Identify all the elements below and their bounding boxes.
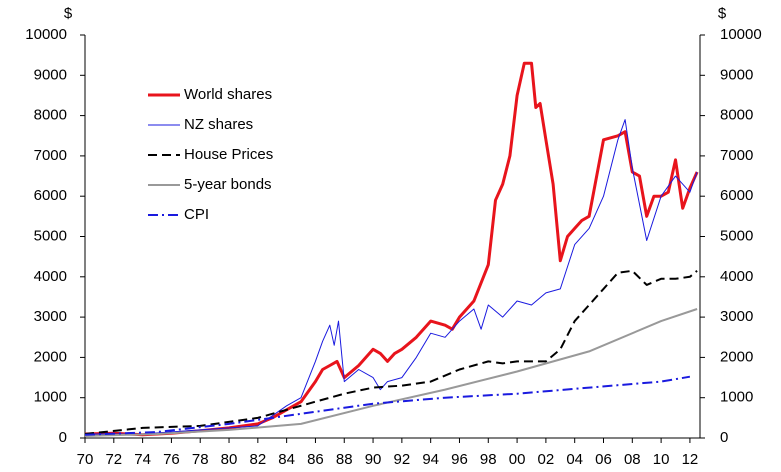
x-tick-label: 10: [653, 451, 670, 468]
y2-tick-label: 1000: [720, 389, 753, 406]
y2-tick-label: 2000: [720, 348, 753, 365]
y2-tick-label: 4000: [720, 268, 753, 285]
y-axis-label: $: [64, 5, 73, 22]
x-tick-label: 72: [105, 451, 122, 468]
x-tick-label: 02: [538, 451, 555, 468]
x-tick-label: 06: [595, 451, 612, 468]
series-line: [84, 61, 699, 437]
series-line: [84, 375, 691, 436]
y2-tick-label: 0: [720, 429, 728, 446]
x-tick-label: 84: [278, 451, 295, 468]
y-tick-label: 4000: [34, 268, 67, 285]
y-tick-label: 9000: [34, 66, 67, 83]
x-tick-label: 12: [682, 451, 699, 468]
x-tick-label: 04: [566, 451, 583, 468]
x-tick-label: 96: [451, 451, 468, 468]
y-tick-label: 2000: [34, 348, 67, 365]
legend-label: World shares: [184, 86, 272, 103]
series-line: [85, 119, 698, 435]
y-tick-label: 1000: [34, 389, 67, 406]
y2-tick-label: 9000: [720, 66, 753, 83]
x-tick-label: 94: [422, 451, 439, 468]
series-line: [84, 308, 698, 437]
y2-tick-label: 5000: [720, 227, 753, 244]
x-tick-label: 88: [336, 451, 353, 468]
y2-tick-label: 7000: [720, 147, 753, 164]
y-tick-label: 3000: [34, 308, 67, 325]
y2-tick-label: 10000: [720, 26, 762, 43]
y-tick-label: 5000: [34, 227, 67, 244]
x-tick-label: 74: [134, 451, 151, 468]
x-tick-label: 90: [365, 451, 382, 468]
x-tick-label: 76: [163, 451, 180, 468]
y-tick-label: 8000: [34, 107, 67, 124]
y-tick-label: 7000: [34, 147, 67, 164]
y2-tick-label: 3000: [720, 308, 753, 325]
x-tick-label: 82: [249, 451, 266, 468]
x-tick-label: 86: [307, 451, 324, 468]
x-tick-label: 78: [192, 451, 209, 468]
x-tick-label: 70: [77, 451, 94, 468]
legend-label: 5-year bonds: [184, 176, 272, 193]
y2-tick-label: 6000: [720, 187, 753, 204]
y2-axis-label: $: [718, 5, 727, 22]
y-tick-label: 0: [59, 429, 67, 446]
x-tick-label: 08: [624, 451, 641, 468]
legend-label: House Prices: [184, 146, 273, 163]
y2-tick-label: 8000: [720, 107, 753, 124]
x-tick-label: 92: [394, 451, 411, 468]
legend-label: NZ shares: [184, 116, 253, 133]
x-tick-label: 00: [509, 451, 526, 468]
legend-label: CPI: [184, 206, 209, 223]
series-line: [84, 269, 698, 435]
y-tick-label: 10000: [25, 26, 67, 43]
x-tick-label: 98: [480, 451, 497, 468]
y-tick-label: 6000: [34, 187, 67, 204]
x-tick-label: 80: [221, 451, 238, 468]
